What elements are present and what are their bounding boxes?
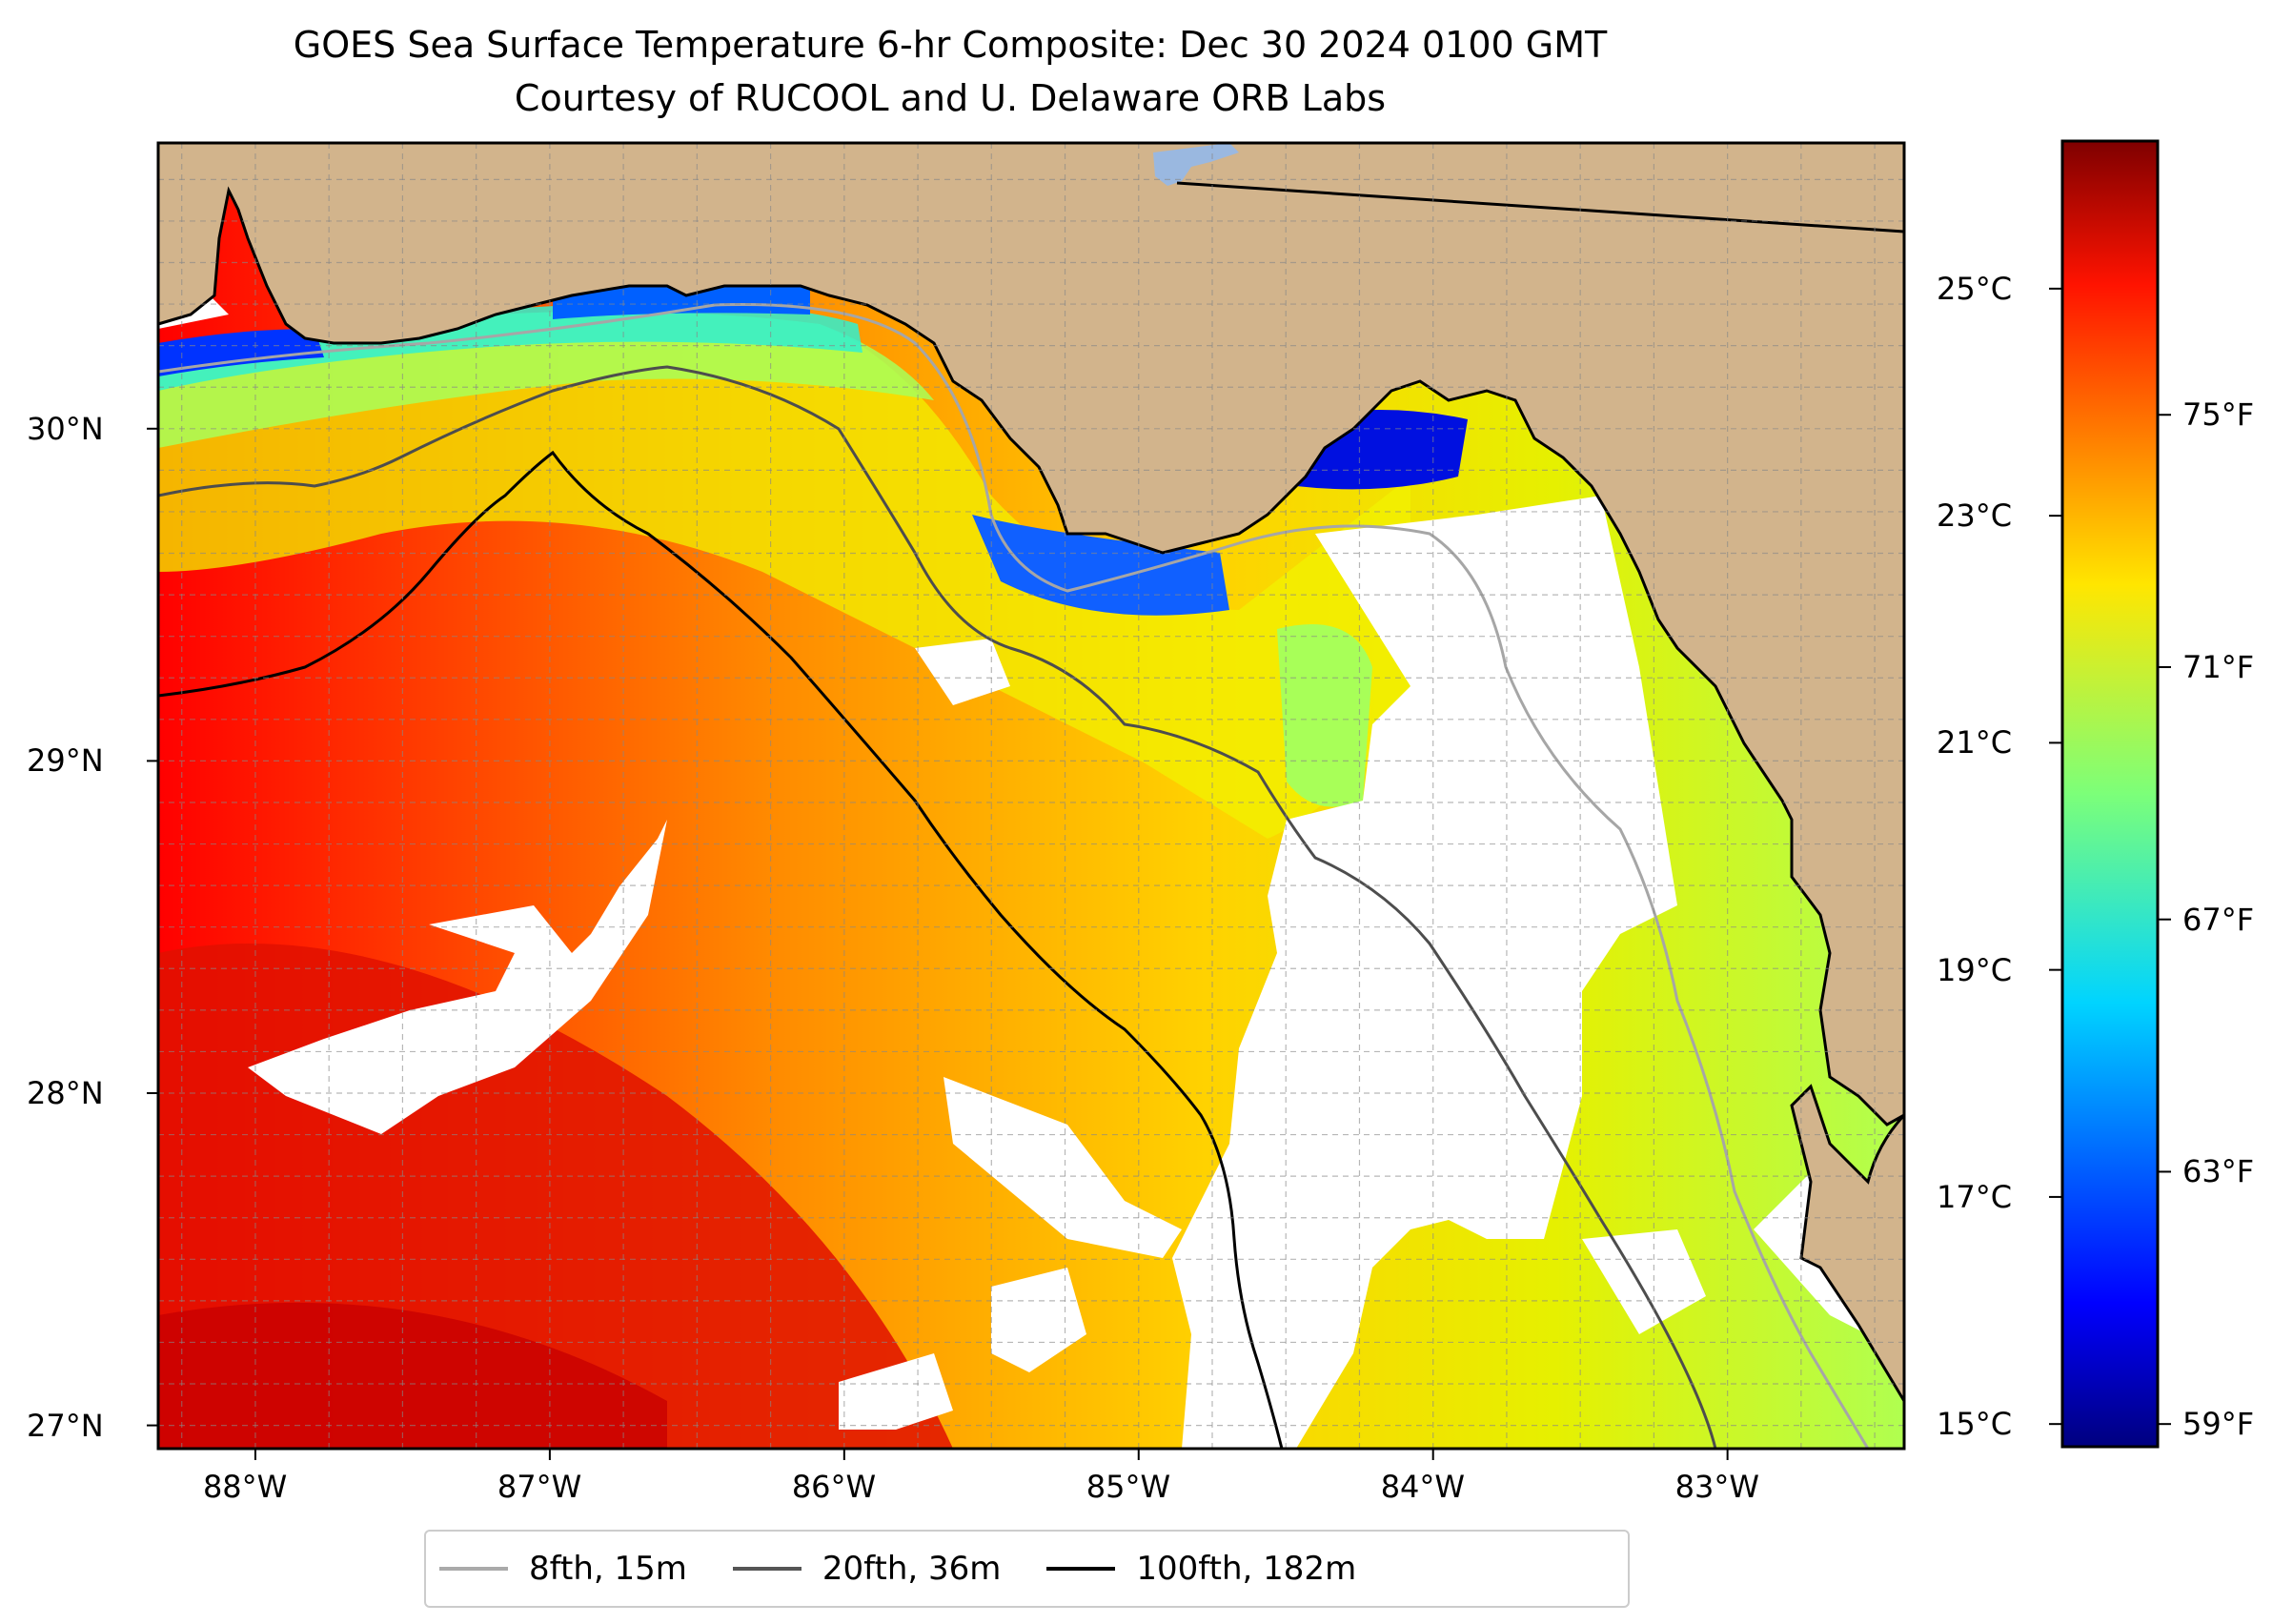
warmest-region bbox=[158, 1302, 667, 1449]
fahrenheit-tick-label: 71°F bbox=[2182, 648, 2255, 685]
legend-label: 8fth, 15m bbox=[529, 1550, 687, 1588]
legend-item-20fth: 20fth, 36m bbox=[732, 1550, 1002, 1588]
celsius-tick-label: 15°C bbox=[1937, 1406, 2013, 1443]
state-boundary bbox=[1176, 181, 1904, 233]
lat-tick-label: 28°N bbox=[27, 1074, 104, 1111]
colorbar bbox=[2060, 139, 2160, 1449]
chart-title: GOES Sea Surface Temperature 6-hr Compos… bbox=[293, 24, 1608, 66]
land-coastline bbox=[158, 143, 1904, 1449]
chart-subtitle: Courtesy of RUCOOL and U. Delaware ORB L… bbox=[514, 77, 1387, 119]
lat-tick-label: 27°N bbox=[27, 1407, 104, 1444]
legend-swatch bbox=[732, 1567, 802, 1571]
celsius-tick-label: 23°C bbox=[1937, 497, 2013, 535]
lon-tick-label: 87°W bbox=[497, 1469, 582, 1505]
lon-tick-label: 83°W bbox=[1674, 1469, 1759, 1505]
lake bbox=[1153, 143, 1239, 186]
lon-tick-label: 85°W bbox=[1086, 1469, 1171, 1505]
contour-legend: 8fth, 15m 20fth, 36m 100fth, 182m bbox=[424, 1530, 1630, 1608]
celsius-tick-label: 17°C bbox=[1937, 1178, 2013, 1215]
legend-label: 20fth, 36m bbox=[822, 1550, 1002, 1588]
cold-pool-bay bbox=[972, 515, 1229, 616]
contour-20fth bbox=[158, 365, 1717, 1449]
lat-tick-label: 29°N bbox=[27, 742, 104, 780]
celsius-tick-label: 25°C bbox=[1937, 270, 2013, 307]
contour-8fth bbox=[158, 303, 1870, 1449]
lon-tick-label: 84°W bbox=[1380, 1469, 1466, 1505]
legend-swatch bbox=[1046, 1567, 1116, 1571]
fahrenheit-tick-label: 75°F bbox=[2182, 396, 2255, 434]
legend-item-100fth: 100fth, 182m bbox=[1046, 1550, 1356, 1588]
gridlines bbox=[158, 143, 1904, 1449]
fahrenheit-tick-label: 63°F bbox=[2182, 1153, 2255, 1190]
celsius-tick-label: 19°C bbox=[1937, 951, 2013, 988]
legend-label: 100fth, 182m bbox=[1136, 1550, 1357, 1588]
lat-tick-label: 30°N bbox=[27, 410, 104, 447]
fahrenheit-tick-label: 59°F bbox=[2182, 1406, 2255, 1443]
legend-swatch bbox=[439, 1567, 508, 1571]
lon-tick-label: 86°W bbox=[791, 1469, 877, 1505]
shelf-water-yellow bbox=[158, 311, 1410, 840]
fahrenheit-tick-label: 67°F bbox=[2182, 901, 2255, 938]
cold-pool-coastal bbox=[553, 281, 810, 319]
lon-tick-label: 88°W bbox=[202, 1469, 288, 1505]
colorbar-ticks bbox=[2049, 287, 2171, 1426]
celsius-tick-label: 21°C bbox=[1937, 724, 2013, 761]
contour-100fth bbox=[158, 450, 1284, 1449]
shelf-water-cyan bbox=[158, 302, 862, 391]
axis-ticks bbox=[147, 427, 1729, 1460]
legend-item-8fth: 8fth, 15m bbox=[439, 1550, 687, 1588]
map-frame bbox=[156, 141, 1906, 1451]
